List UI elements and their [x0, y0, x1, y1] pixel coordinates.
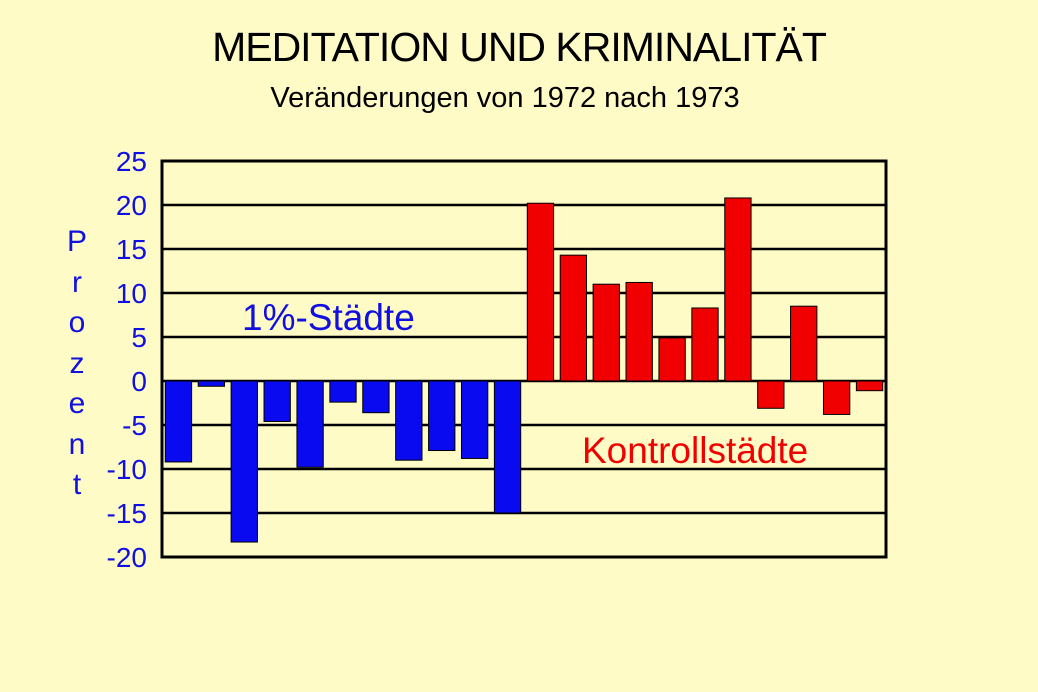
y-axis-label-letter: n	[68, 427, 86, 461]
bar-1pct-city	[296, 380, 324, 468]
bar-control-city	[559, 254, 588, 382]
y-tick-label: -10	[107, 454, 147, 485]
y-tick-label: 0	[131, 366, 147, 397]
bar-control-city	[592, 283, 620, 382]
y-axis-label-letter: z	[69, 346, 85, 380]
y-tick-label: 5	[131, 322, 147, 353]
y-axis-label-letter: e	[68, 387, 86, 420]
bar-1pct-city	[493, 380, 522, 514]
bar-1pct-city	[263, 380, 291, 422]
bar-control-city	[855, 380, 884, 392]
annotation-control-cities: Kontrollstädte	[582, 430, 808, 471]
bar-control-city	[822, 380, 851, 415]
bar-1pct-city	[428, 380, 456, 452]
y-axis-label-letter: t	[72, 468, 82, 501]
chart-subtitle: Veränderungen von 1972 nach 1973	[270, 82, 740, 114]
bar-control-city	[724, 197, 752, 382]
y-tick-label: 10	[116, 278, 147, 309]
plot-border	[160, 159, 888, 559]
bar-control-city	[757, 380, 785, 409]
y-axis-label-letter: P	[66, 225, 87, 258]
y-tick-label: -20	[107, 542, 147, 573]
plot-area	[162, 161, 886, 557]
bar-1pct-city	[329, 380, 357, 403]
bar-control-city	[625, 281, 653, 382]
y-axis-label-letter: r	[72, 265, 82, 299]
y-axis-label-letter: o	[68, 306, 86, 339]
bar-1pct-city	[164, 380, 193, 463]
annotation-1pct-cities: 1%-Städte	[242, 297, 415, 338]
bar-1pct-city	[460, 380, 489, 459]
y-tick-label: 25	[116, 146, 147, 177]
bar-1pct-city	[362, 380, 390, 414]
y-tick-label: -15	[107, 498, 147, 529]
y-tick-label: 20	[116, 190, 147, 221]
bar-1pct-city	[197, 380, 226, 387]
bar-control-city	[790, 305, 818, 382]
bar-1pct-city	[230, 380, 258, 543]
y-tick-label: 15	[116, 234, 147, 265]
bar-control-city	[658, 337, 686, 382]
y-tick-label: -5	[122, 410, 147, 441]
bar-control-city	[691, 307, 719, 382]
bar-1pct-city	[395, 380, 423, 461]
chart-title: MEDITATION UND KRIMINALITÄT	[212, 24, 827, 70]
bar-control-city	[526, 202, 555, 382]
